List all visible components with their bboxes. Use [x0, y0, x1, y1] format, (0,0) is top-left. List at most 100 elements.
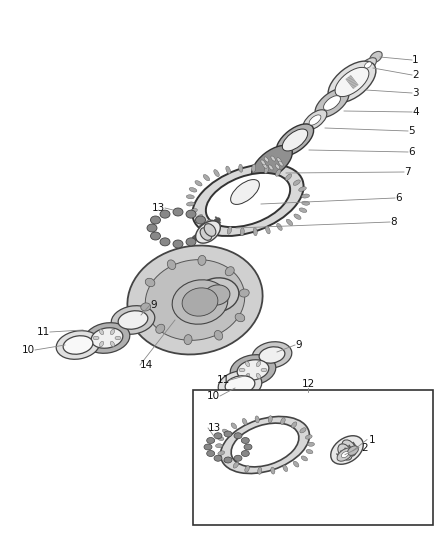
- Ellipse shape: [195, 232, 205, 240]
- Ellipse shape: [328, 61, 376, 103]
- Ellipse shape: [264, 157, 268, 162]
- Ellipse shape: [195, 278, 239, 312]
- Ellipse shape: [220, 416, 310, 473]
- Ellipse shape: [230, 354, 276, 385]
- Ellipse shape: [242, 418, 247, 425]
- Ellipse shape: [302, 194, 310, 198]
- Ellipse shape: [227, 227, 232, 234]
- Ellipse shape: [283, 465, 288, 472]
- Ellipse shape: [56, 330, 100, 359]
- Ellipse shape: [265, 226, 270, 234]
- Ellipse shape: [299, 187, 306, 191]
- Ellipse shape: [63, 336, 93, 354]
- Text: 3: 3: [412, 88, 419, 98]
- Ellipse shape: [252, 164, 256, 172]
- Ellipse shape: [99, 341, 104, 347]
- Ellipse shape: [215, 224, 220, 231]
- Ellipse shape: [214, 169, 219, 176]
- Ellipse shape: [207, 450, 215, 456]
- Ellipse shape: [337, 448, 353, 461]
- Text: 14: 14: [140, 360, 153, 370]
- Ellipse shape: [255, 416, 259, 423]
- Ellipse shape: [205, 220, 211, 226]
- Ellipse shape: [331, 436, 363, 464]
- Ellipse shape: [207, 438, 215, 443]
- Ellipse shape: [231, 423, 237, 429]
- Text: 2: 2: [412, 70, 419, 80]
- Ellipse shape: [252, 342, 292, 368]
- Ellipse shape: [151, 232, 160, 240]
- Text: 9: 9: [295, 340, 302, 350]
- Ellipse shape: [258, 467, 262, 474]
- Ellipse shape: [145, 260, 245, 341]
- Ellipse shape: [277, 223, 282, 230]
- Ellipse shape: [195, 181, 202, 186]
- Ellipse shape: [217, 437, 224, 440]
- Ellipse shape: [364, 62, 371, 68]
- Ellipse shape: [214, 330, 223, 340]
- Ellipse shape: [203, 174, 210, 181]
- Ellipse shape: [182, 288, 218, 316]
- Ellipse shape: [141, 303, 151, 311]
- Ellipse shape: [271, 156, 276, 161]
- Ellipse shape: [110, 341, 115, 347]
- Text: 9: 9: [150, 300, 157, 310]
- Ellipse shape: [204, 224, 216, 236]
- Ellipse shape: [293, 180, 300, 185]
- Text: 12: 12: [301, 379, 314, 389]
- Ellipse shape: [195, 216, 205, 224]
- Ellipse shape: [264, 166, 269, 174]
- Ellipse shape: [145, 278, 155, 287]
- Ellipse shape: [239, 289, 249, 297]
- Ellipse shape: [225, 266, 234, 276]
- Text: 1: 1: [412, 55, 419, 65]
- Text: 5: 5: [408, 126, 415, 136]
- Ellipse shape: [192, 164, 304, 236]
- Ellipse shape: [241, 438, 249, 443]
- Ellipse shape: [234, 433, 242, 439]
- Ellipse shape: [307, 442, 314, 446]
- Ellipse shape: [224, 431, 232, 437]
- Ellipse shape: [263, 163, 267, 168]
- Ellipse shape: [286, 174, 292, 180]
- Ellipse shape: [315, 88, 349, 118]
- Ellipse shape: [110, 329, 115, 335]
- Ellipse shape: [204, 444, 212, 450]
- Ellipse shape: [173, 208, 183, 216]
- Ellipse shape: [253, 228, 257, 236]
- Ellipse shape: [172, 280, 228, 324]
- Ellipse shape: [218, 370, 262, 399]
- Ellipse shape: [309, 115, 321, 125]
- Text: 6: 6: [408, 147, 415, 157]
- Ellipse shape: [341, 451, 349, 458]
- Ellipse shape: [306, 449, 313, 454]
- Ellipse shape: [294, 214, 301, 220]
- Ellipse shape: [231, 180, 259, 205]
- Text: 4: 4: [412, 107, 419, 117]
- Ellipse shape: [259, 347, 285, 363]
- Ellipse shape: [261, 160, 265, 165]
- Ellipse shape: [338, 444, 352, 460]
- Ellipse shape: [189, 188, 197, 192]
- Ellipse shape: [256, 361, 261, 367]
- Ellipse shape: [370, 51, 382, 62]
- Ellipse shape: [303, 110, 327, 130]
- Ellipse shape: [224, 174, 266, 211]
- Text: 13: 13: [208, 423, 221, 433]
- Ellipse shape: [268, 416, 272, 423]
- Ellipse shape: [348, 446, 358, 455]
- Ellipse shape: [240, 228, 244, 236]
- Ellipse shape: [186, 238, 196, 246]
- Ellipse shape: [239, 164, 243, 172]
- Ellipse shape: [167, 260, 176, 270]
- Ellipse shape: [160, 210, 170, 218]
- Ellipse shape: [291, 422, 297, 428]
- Ellipse shape: [231, 423, 299, 467]
- Ellipse shape: [206, 173, 290, 227]
- Ellipse shape: [215, 444, 223, 448]
- Text: 1: 1: [369, 434, 376, 445]
- Text: 11: 11: [217, 375, 230, 385]
- Ellipse shape: [237, 360, 269, 380]
- Ellipse shape: [276, 164, 280, 169]
- Ellipse shape: [214, 455, 222, 461]
